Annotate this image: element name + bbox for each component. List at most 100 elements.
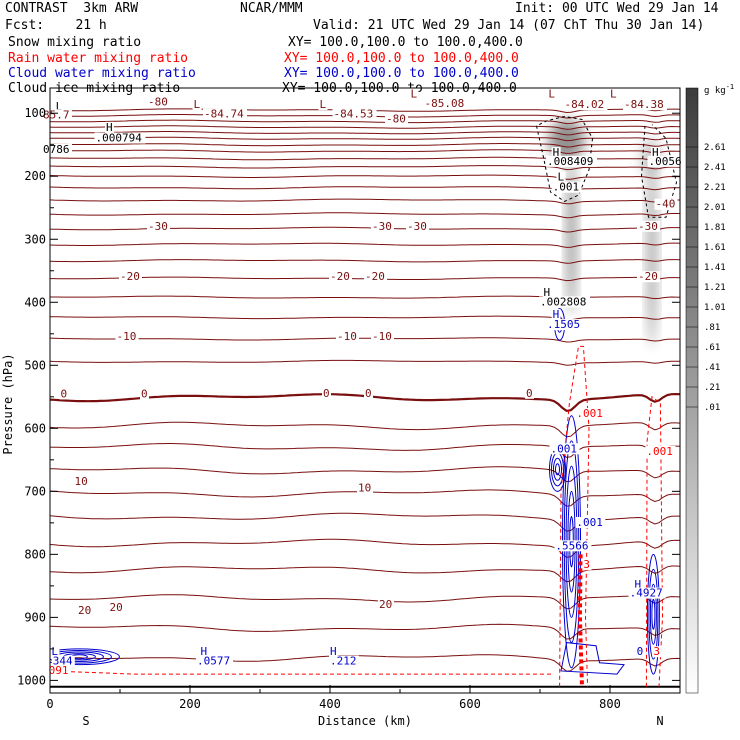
extremum-label: .4927 — [630, 587, 663, 600]
isotherm-label: -20 — [120, 270, 140, 283]
colorbar-label: .81 — [704, 323, 720, 333]
x-tick-label: 400 — [319, 697, 341, 711]
isotherm-label-bg — [119, 271, 142, 283]
isotherm-label: -10 — [337, 330, 357, 343]
extremum-label-bg — [546, 155, 597, 167]
extremum-label-bg — [332, 108, 377, 120]
extremum-label: H — [635, 578, 642, 591]
isotherm — [50, 242, 680, 248]
isotherm-label-bg — [140, 388, 149, 400]
isotherm — [50, 466, 680, 483]
extremum-label-bg — [105, 121, 114, 133]
extremum-label: L — [51, 645, 58, 658]
y-axis-label: Pressure (hPa) — [1, 353, 15, 454]
isotherm-label-bg — [378, 598, 394, 610]
isotherm-label: 0 — [526, 387, 533, 400]
isotherm-label-bg — [147, 96, 170, 108]
isotherm — [50, 654, 680, 672]
extremum-label-bg — [423, 97, 468, 109]
isotherm-label: 20 — [78, 604, 91, 617]
field-xy-rain: XY= 100.0,100.0 to 100.0,400.0 — [284, 51, 519, 66]
isotherm-label-bg — [406, 220, 429, 232]
extremum-label-bg — [50, 646, 60, 658]
extremum-label-bg — [551, 309, 561, 321]
snow-column-south — [566, 157, 577, 315]
extremum-label: .001 — [551, 442, 578, 455]
extremum-label-bg — [329, 646, 338, 658]
extremum-label: .008409 — [547, 155, 593, 168]
extremum-label-bg — [203, 108, 247, 120]
rain-water-core — [577, 554, 584, 687]
colorbar-label: .41 — [704, 363, 720, 373]
cloud-water-cell — [555, 463, 560, 476]
isotherm-label-bg — [371, 331, 394, 343]
extremum-label-bg — [409, 88, 419, 100]
field-label-rain: Rain water mixing ratio — [8, 51, 189, 66]
snow-outline-south — [536, 115, 594, 202]
cloud-water-column-north — [648, 568, 659, 660]
extremum-label-bg — [575, 516, 606, 528]
y-tick-label: 1000 — [17, 673, 46, 687]
extremum-label-bg — [645, 445, 676, 457]
isotherm — [50, 143, 680, 148]
isotherm — [50, 259, 680, 264]
colorbar-label: .01 — [704, 403, 720, 413]
isotherm-label-bg — [525, 387, 534, 399]
colorbar-label: 1.81 — [704, 223, 726, 233]
colorbar-label: .21 — [704, 383, 720, 393]
extremum-label-bg — [563, 99, 608, 111]
extremum-label: 0786 — [43, 143, 70, 156]
y-tick-label: 500 — [24, 358, 46, 372]
isotherm-label-bg — [336, 331, 359, 343]
isotherm — [50, 421, 680, 438]
rain-water-shallow — [50, 670, 554, 675]
extremum-label-bg — [556, 171, 566, 183]
isotherm-label-bg — [364, 387, 373, 399]
colorbar-label: 1.41 — [704, 263, 726, 273]
extremum-label-bg — [628, 587, 666, 599]
isotherm-label: 20 — [379, 598, 392, 611]
extremum-label: 85.7 — [43, 108, 70, 121]
isotherm-label: -20 — [638, 270, 658, 283]
isotherm-label-bg — [364, 271, 387, 283]
extremum-label-bg — [652, 646, 662, 658]
isotherm-label: -30 — [148, 220, 168, 233]
extremum-label: -84.02 — [565, 98, 605, 111]
extremum-label-bg — [551, 181, 582, 193]
colorbar-labels: 2.61 2.41 2.21 2.01 1.81 1.61 1.41 1.21 1.01 .81.… — [686, 143, 726, 413]
isotherm-label: 0 — [365, 387, 372, 400]
isotherm-label: -30 — [372, 220, 392, 233]
isotherm-label: -10 — [372, 330, 392, 343]
extremum-label-bg — [554, 540, 592, 552]
extremum-label-bg — [635, 646, 645, 658]
extremum-label: L — [320, 98, 327, 111]
isotherm — [50, 212, 680, 219]
extremum-label-bg — [94, 132, 146, 144]
y-tick-label: 800 — [24, 547, 46, 561]
extremum-label: .002808 — [540, 295, 586, 308]
extremum-label: .001 — [576, 516, 603, 529]
y-tick-label: 200 — [24, 169, 46, 183]
isotherm-label-bg — [59, 388, 69, 400]
isotherm — [50, 125, 680, 130]
field-xy-cloud: XY= 100.0,100.0 to 100.0,400.0 — [284, 66, 519, 81]
extremum-label-bg — [54, 101, 64, 113]
snow-outline-north — [640, 124, 678, 218]
cloud-water-shallow-west — [50, 649, 112, 664]
isotherm — [50, 565, 680, 583]
isotherm-label-bg — [322, 387, 331, 399]
isotherm-label-bg — [73, 476, 90, 488]
isotherm-label: -80 — [386, 113, 406, 126]
extremum-label-bg — [547, 88, 557, 100]
extremum-label: -85.08 — [425, 97, 465, 110]
extremum-label: H — [553, 146, 560, 159]
isotherm-label: -40 — [656, 198, 676, 211]
cloud-water-shallow-west — [50, 648, 120, 666]
extremum-label-bg — [47, 665, 71, 677]
extremum-label-bg — [199, 646, 209, 658]
cloud-water-boundary — [560, 642, 625, 675]
isotherm-label-bg — [637, 220, 660, 232]
x-tick-label: 800 — [599, 697, 621, 711]
x-end-label-south: S — [82, 714, 89, 728]
